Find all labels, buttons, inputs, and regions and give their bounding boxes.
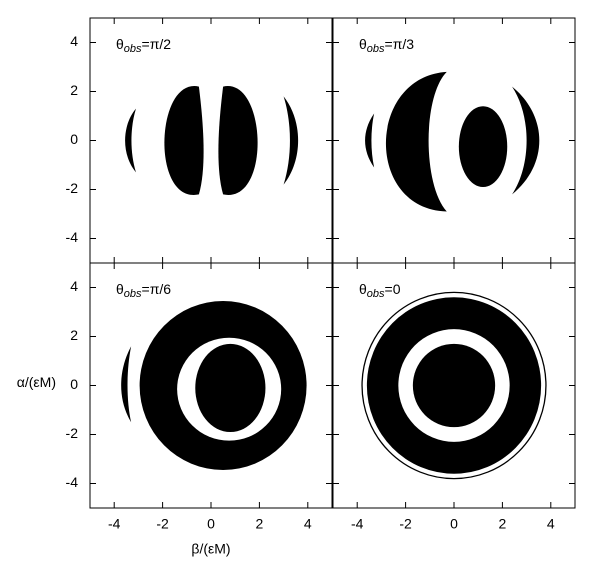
y-tick-label: 0 [70,131,78,147]
panel-title: θobs=π/2 [116,36,171,55]
y-tick-label: -2 [66,425,79,441]
x-tick-label: -4 [351,516,364,532]
title-rest: =π/3 [385,36,415,52]
panel-title: θobs=π/6 [116,281,171,300]
y-tick-label: -4 [66,229,79,245]
y-tick-label: -2 [66,180,79,196]
title-rest: =0 [385,281,401,297]
shadow-region [218,86,258,195]
y-tick-label: 4 [70,33,78,49]
panel-title: θobs=π/3 [359,36,414,55]
y-tick-label: 4 [70,278,78,294]
shadow-region [283,96,299,185]
title-subscript: obs [124,288,142,300]
y-tick-label: 2 [70,82,78,98]
shadow-region [365,113,375,168]
title-rest: =π/2 [142,36,172,52]
x-tick-label: 4 [304,516,312,532]
y-tick-label: -4 [66,474,79,490]
photon-ring [361,291,547,480]
shadow-region [121,346,132,423]
x-tick-label: 4 [547,516,555,532]
x-tick-label: -2 [399,516,412,532]
title-symbol: θ [359,281,367,297]
y-axis-label: α/(εM) [17,374,56,390]
shadow-region [412,343,496,428]
panel-title: θobs=0 [359,281,401,300]
title-subscript: obs [367,43,385,55]
x-tick-label: 0 [450,516,458,532]
title-symbol: θ [116,36,124,52]
title-symbol: θ [359,36,367,52]
shadow-region [125,108,136,173]
title-subscript: obs [367,288,385,300]
x-axis-label: β/(εM) [191,541,230,557]
title-subscript: obs [124,43,142,55]
shadow-region [512,86,540,195]
x-tick-label: -2 [156,516,169,532]
y-tick-label: 0 [70,376,78,392]
shadow-region [195,343,266,433]
shadow-region [385,71,447,212]
y-tick-label: 2 [70,327,78,343]
shadow-region [458,106,508,188]
x-tick-label: 0 [207,516,215,532]
shadow-region [164,86,204,195]
title-rest: =π/6 [142,281,172,297]
title-symbol: θ [116,281,124,297]
x-tick-label: 2 [499,516,507,532]
x-tick-label: 2 [256,516,264,532]
x-tick-label: -4 [108,516,121,532]
